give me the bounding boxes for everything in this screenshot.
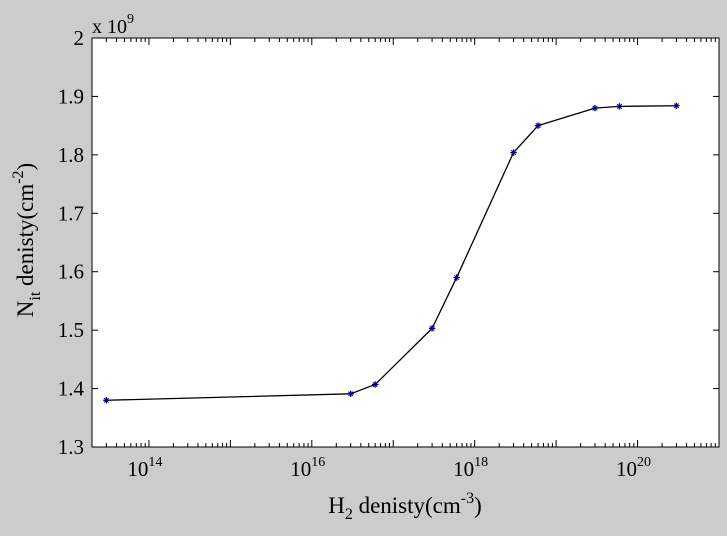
- data-point: [673, 102, 680, 109]
- data-point: [510, 149, 517, 156]
- x-tick-base: 10: [290, 457, 311, 481]
- x-label-sup: -3: [461, 490, 474, 507]
- data-point: [453, 274, 460, 281]
- y-tick-label: 1.4: [58, 377, 85, 401]
- series-line: [106, 105, 677, 401]
- y-label-text: denisty(cm: [13, 184, 38, 292]
- plot-area: [92, 38, 719, 447]
- x-tick-base: 10: [127, 457, 148, 481]
- data-point: [347, 390, 354, 398]
- y-label-base: N: [13, 300, 38, 317]
- y-multiplier-base: x 10: [92, 16, 127, 38]
- y-tick-label: 1.3: [58, 435, 84, 459]
- x-axis: 1014 1016 1018 1020: [91, 38, 720, 481]
- y-axis-label: Nit denisty(cm-2): [10, 163, 44, 317]
- y-tick-label: 1.6: [58, 260, 84, 284]
- x-label-text: denisty(cm: [353, 493, 461, 518]
- x-tick-exp: 18: [474, 455, 488, 470]
- y-label-sub: it: [27, 291, 44, 300]
- y-multiplier: x 109: [92, 12, 134, 38]
- x-tick-base: 10: [616, 457, 637, 481]
- x-tick-exp: 14: [148, 455, 162, 470]
- x-tick-exp: 16: [311, 455, 325, 470]
- x-label-sub: 2: [345, 506, 353, 523]
- x-tick-exp: 20: [637, 455, 651, 470]
- y-label-sup: -2: [10, 170, 27, 183]
- x-tick-label: 1014: [127, 455, 162, 481]
- series-layer: [103, 102, 680, 404]
- data-point: [616, 103, 623, 110]
- x-label-close: ): [474, 493, 482, 518]
- data-point: [371, 381, 379, 388]
- data-point: [591, 104, 599, 112]
- y-tick-label: 1.5: [58, 318, 84, 342]
- x-tick-label: 1018: [453, 455, 488, 481]
- data-point: [103, 397, 110, 404]
- x-tick-base: 10: [453, 457, 474, 481]
- data-point: [428, 325, 436, 332]
- y-tick-label: 1.9: [58, 84, 84, 108]
- y-label-close: ): [13, 163, 38, 171]
- x-tick-label: 1020: [616, 455, 651, 481]
- plot-frame: [91, 37, 720, 448]
- x-label-base: H: [328, 493, 345, 518]
- y-multiplier-exp: 9: [127, 12, 134, 27]
- y-tick-label: 1.7: [58, 201, 84, 225]
- x-axis-label: H2 denisty(cm-3): [328, 490, 482, 523]
- x-tick-label: 1016: [290, 455, 325, 481]
- y-tick-label: 2: [74, 26, 85, 50]
- y-tick-label: 1.8: [58, 143, 84, 167]
- y-axis: 1.3 1.4 1.5 1.6 1.7 1.8 1.9 2: [58, 26, 719, 459]
- data-point: [534, 122, 542, 129]
